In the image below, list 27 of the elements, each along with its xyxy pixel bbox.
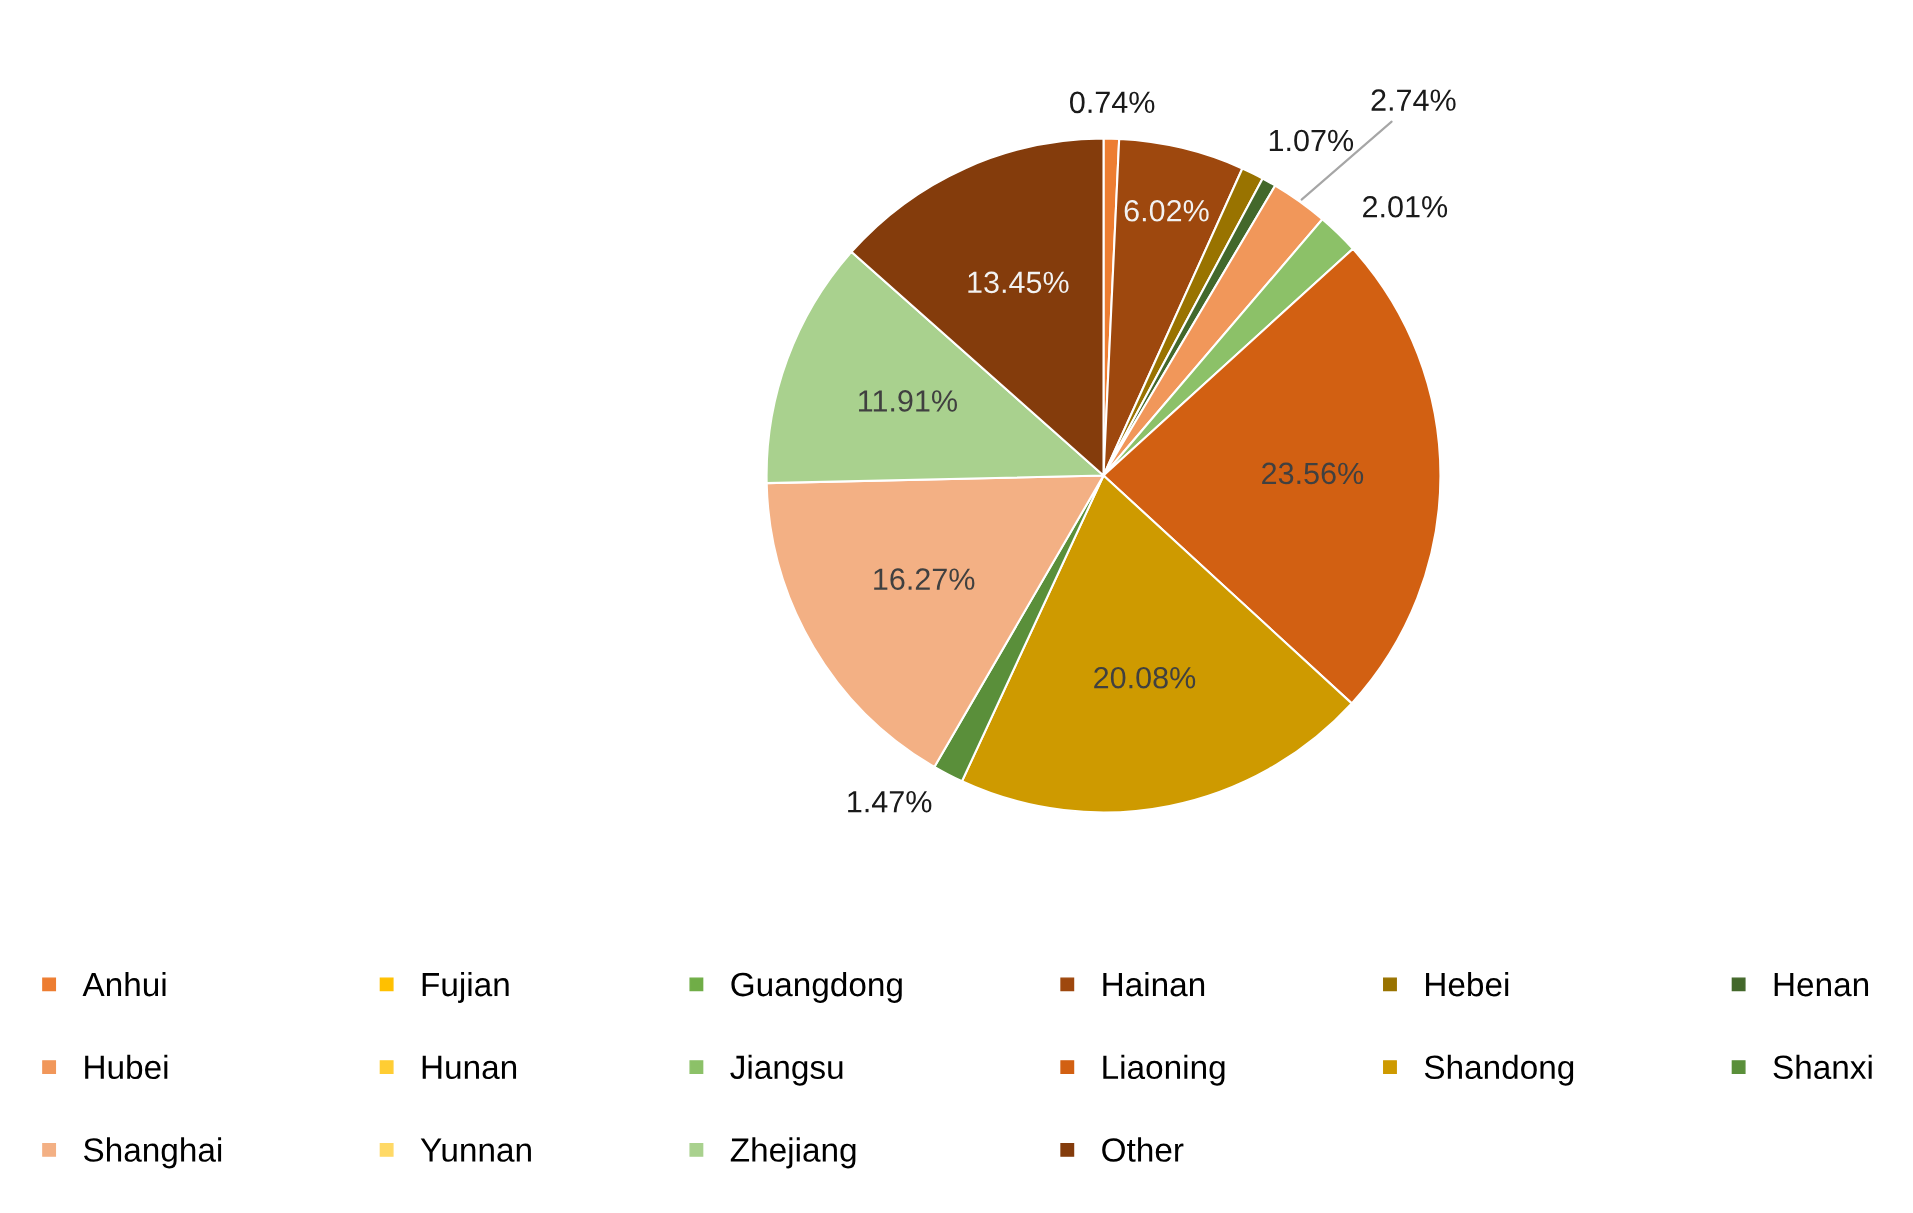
data-label: 11.91% (859, 390, 957, 412)
legend-label: Anhui (82, 971, 166, 997)
legend-label: Hunan (422, 1055, 517, 1080)
legend-label: Yunnan (420, 1138, 531, 1162)
legend-label: Hebei (1426, 971, 1509, 997)
legend-label: Hainan (1103, 971, 1205, 997)
legend-label: Other (1102, 1137, 1184, 1162)
legend-label: Shanxi (1773, 1054, 1872, 1080)
data-label: 16.27% (874, 568, 975, 590)
legend-label: Hubei (85, 1054, 168, 1080)
data-label: 0.74% (1070, 91, 1155, 114)
data-label: 6.02% (1124, 199, 1209, 222)
legend-label: Jiangsu (730, 1054, 843, 1086)
data-label: 20.08% (1094, 666, 1196, 689)
data-label: 13.45% (968, 271, 1069, 294)
legend-label: Guangdong (731, 971, 902, 1003)
legend-label: Zhejiang (730, 1137, 856, 1169)
legend-label: Shanghai (83, 1137, 222, 1169)
data-label: 2.74% (1371, 89, 1456, 111)
legend-label: Liaoning (1103, 1054, 1225, 1086)
data-label: 1.47% (848, 791, 932, 813)
data-label: 2.01% (1363, 195, 1448, 218)
legend-label: Shandong (1424, 1054, 1574, 1086)
data-label: 1.07% (1269, 129, 1354, 152)
data-label: 23.56% (1262, 462, 1364, 485)
legend-label: Henan (1774, 973, 1869, 997)
legend-label: Fujian (422, 971, 509, 1003)
